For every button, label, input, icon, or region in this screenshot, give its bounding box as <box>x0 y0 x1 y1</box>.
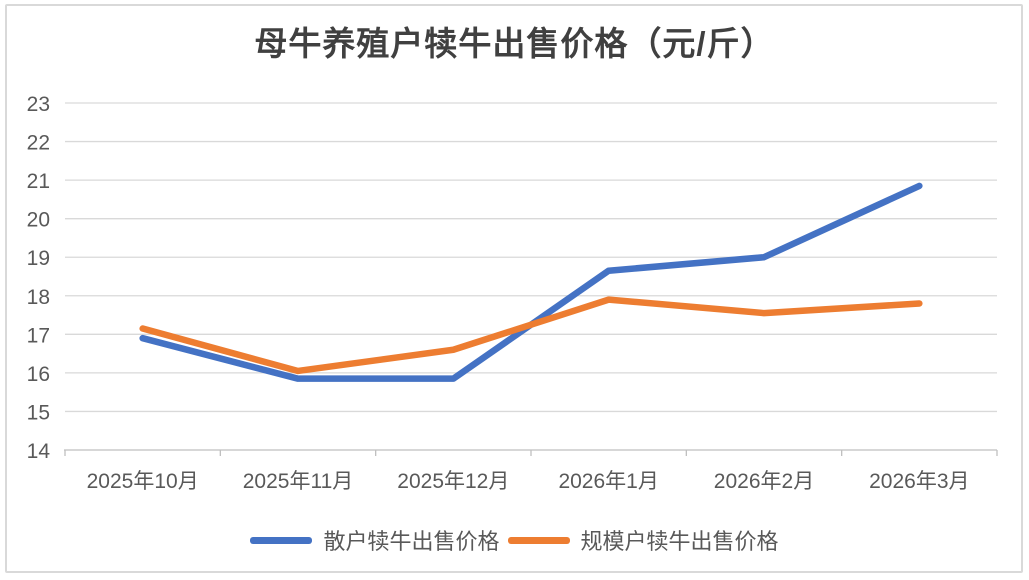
y-axis-label: 14 <box>27 440 51 463</box>
chart-legend: 散户犊牛出售价格 规模户犊牛出售价格 <box>0 523 1029 557</box>
x-axis-label: 2025年11月 <box>243 470 354 493</box>
y-axis-label: 17 <box>27 324 50 347</box>
series-line-1 <box>139 296 923 375</box>
legend-label-scale: 规模户犊牛出售价格 <box>580 529 779 554</box>
legend-item-retail: 散户犊牛出售价格 <box>250 524 500 556</box>
x-axis-label: 2025年10月 <box>87 470 199 493</box>
y-axis-label: 16 <box>27 363 50 386</box>
legend-item-scale: 规模户犊牛出售价格 <box>507 524 779 556</box>
x-axis-label: 2026年2月 <box>714 470 814 493</box>
x-axis-label: 2026年3月 <box>869 470 969 493</box>
y-axis-label: 20 <box>27 209 50 232</box>
y-axis-label: 19 <box>27 247 50 270</box>
series-line-0 <box>139 182 923 382</box>
chart-title: 母牛养殖户犊牛出售价格（元/斤） <box>254 25 775 62</box>
y-axis-label: 23 <box>27 93 50 116</box>
legend-swatch-blue-line <box>250 536 313 544</box>
y-axis-label: 18 <box>27 286 50 309</box>
y-axis-label: 15 <box>27 401 50 424</box>
legend-label-retail: 散户犊牛出售价格 <box>323 529 500 554</box>
legend-swatch-orange-line <box>507 536 570 544</box>
chart-frame <box>5 4 1023 573</box>
y-axis-label: 21 <box>27 170 50 193</box>
x-axis-label: 2025年12月 <box>397 470 509 493</box>
y-axis-label: 22 <box>27 132 50 155</box>
x-axis-label: 2026年1月 <box>558 470 658 493</box>
